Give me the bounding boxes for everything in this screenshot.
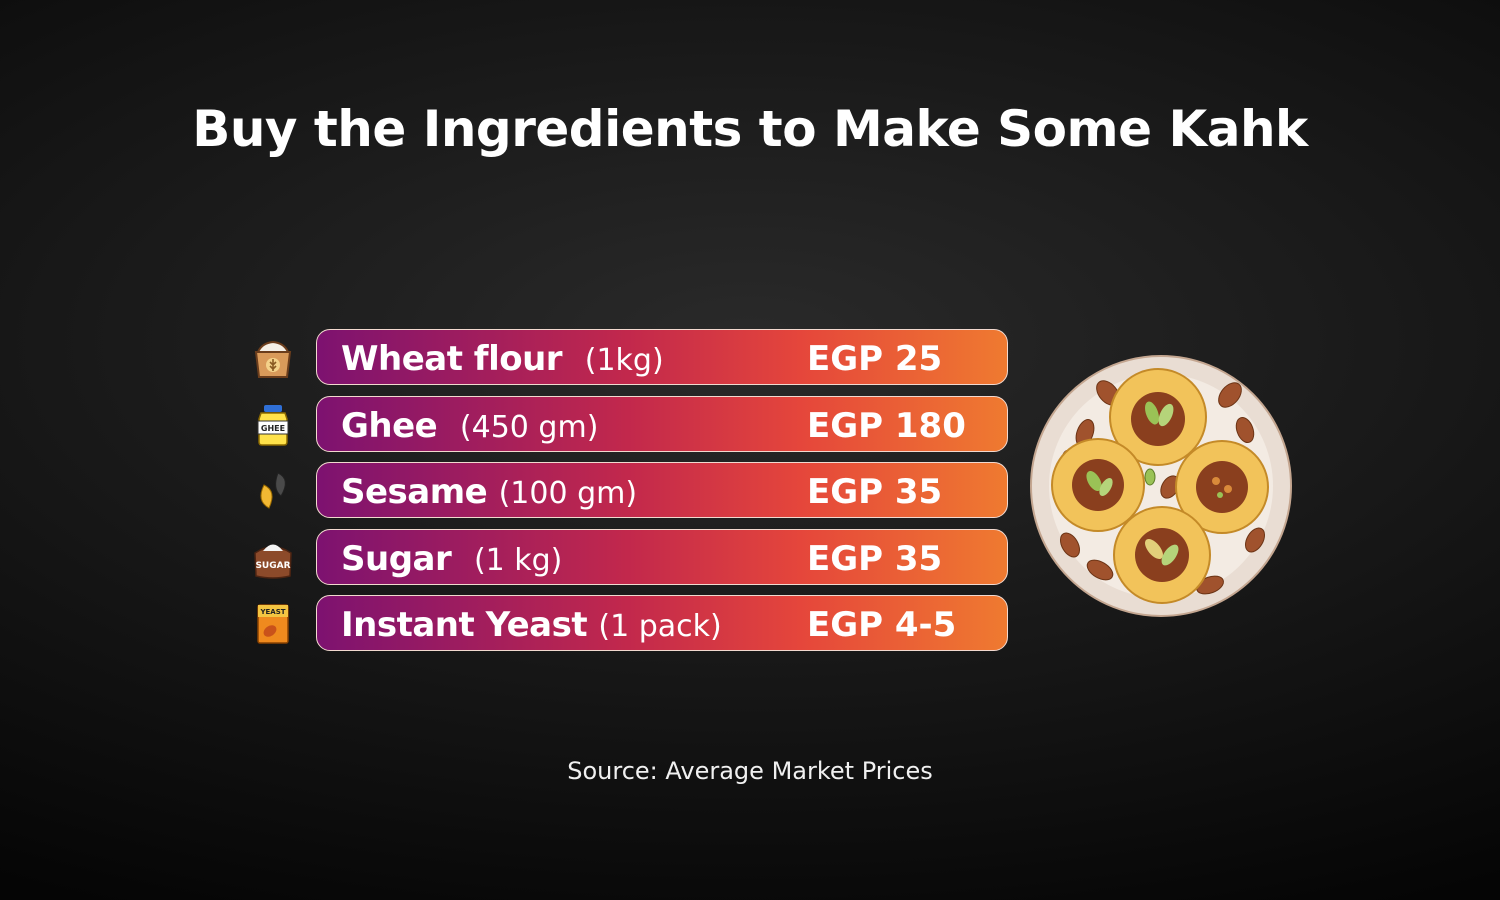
- ghee-jar-icon: GHEE: [257, 404, 289, 446]
- list-item: Wheat flour (1kg) EGP 25: [250, 329, 1010, 386]
- ingredient-qty: (100 gm): [498, 476, 638, 511]
- yeast-pack-icon: YEAST: [257, 604, 289, 644]
- list-item: SUGAR Sugar (1 kg) EGP 35: [250, 528, 1010, 586]
- svg-text:YEAST: YEAST: [259, 608, 285, 616]
- ingredient-name: Sugar (1 kg): [341, 538, 563, 579]
- source-note: Source: Average Market Prices: [567, 757, 933, 785]
- ingredient-name: Ghee (450 gm): [341, 405, 599, 446]
- ingredient-qty: (1 pack): [598, 609, 722, 644]
- ingredient-bar: Instant Yeast (1 pack) EGP 4-5: [316, 595, 1008, 651]
- ingredient-bar: Ghee (450 gm) EGP 180: [316, 395, 1008, 452]
- sesame-seeds-icon: [260, 472, 286, 509]
- kahk-plate-icon: [1030, 355, 1292, 617]
- ingredient-name: Sesame (100 gm): [341, 472, 638, 512]
- ingredient-price: EGP 35: [807, 472, 943, 512]
- ingredient-name: Instant Yeast (1 pack): [341, 605, 722, 645]
- ingredient-name: Wheat flour (1kg): [341, 339, 664, 379]
- sugar-sack-icon: SUGAR: [254, 544, 292, 579]
- svg-text:GHEE: GHEE: [261, 424, 285, 433]
- svg-text:SUGAR: SUGAR: [255, 561, 290, 571]
- ingredient-bar: Sesame (100 gm) EGP 35: [316, 462, 1008, 518]
- page-title: Buy the Ingredients to Make Some Kahk: [192, 100, 1308, 158]
- ingredient-qty: (1 kg): [473, 542, 563, 578]
- list-item: GHEE Ghee (450 gm) EGP 180: [250, 395, 1010, 453]
- ingredient-price: EGP 35: [807, 538, 943, 579]
- ingredient-qty: (450 gm): [459, 409, 599, 445]
- ingredient-qty: (1kg): [584, 343, 664, 378]
- ingredient-price: EGP 4-5: [807, 605, 957, 645]
- flour-sack-icon: [254, 340, 292, 378]
- ingredient-bar: Wheat flour (1kg) EGP 25: [316, 329, 1008, 385]
- ingredient-bar: Sugar (1 kg) EGP 35: [316, 528, 1008, 585]
- ingredient-price: EGP 25: [807, 339, 943, 379]
- list-item: YEAST Instant Yeast (1 pack) EGP 4-5: [250, 595, 1010, 652]
- list-item: Sesame (100 gm) EGP 35: [250, 462, 1010, 519]
- ingredient-list: Wheat flour (1kg) EGP 25 GHEE Ghee (450 …: [250, 329, 1010, 662]
- ingredient-price: EGP 180: [807, 405, 966, 446]
